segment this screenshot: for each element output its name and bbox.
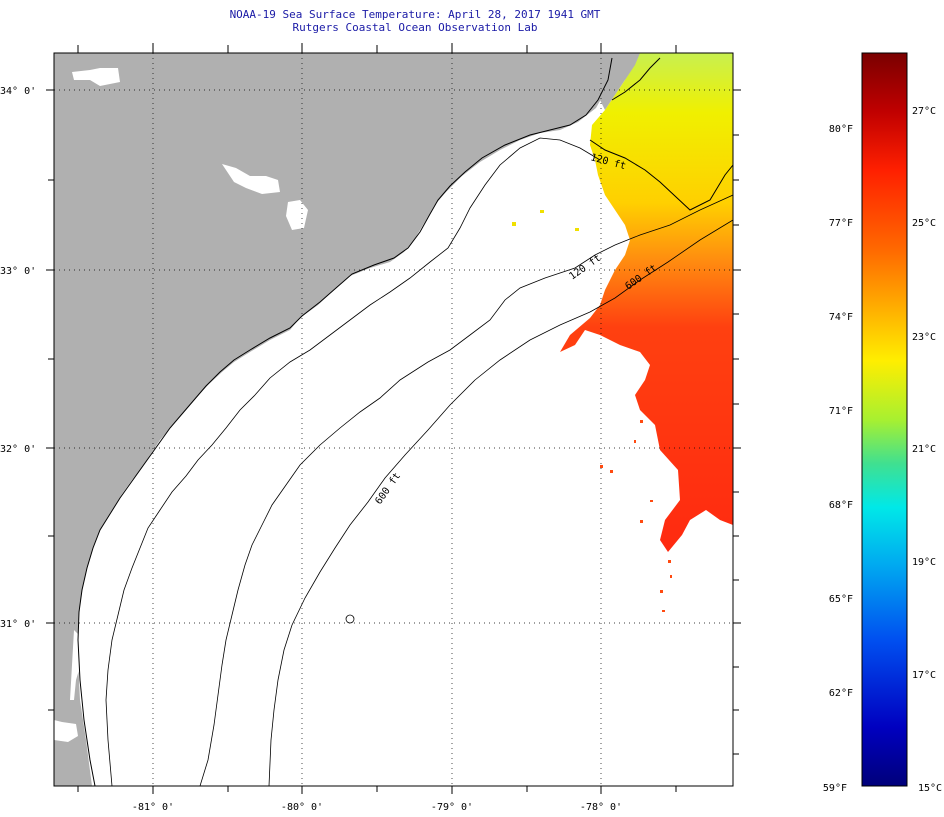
map-subtitle: Rutgers Coastal Ocean Observation Lab [292,21,538,34]
fahrenheit-label: 68°F [829,500,853,511]
isobath-120ft-inner [105,137,601,786]
no-data-patch [70,630,84,700]
celsius-label: 15°C [918,783,942,794]
land-mass [54,53,612,786]
celsius-label: 27°C [912,106,936,117]
lat-label: 33° 0' [0,266,36,277]
celsius-label: 25°C [912,218,936,229]
lat-label: 31° 0' [0,619,36,630]
map-title: NOAA-19 Sea Surface Temperature: April 2… [229,8,601,21]
lon-label: -79° 0' [431,802,473,813]
lat-label: 34° 0' [0,86,36,97]
graticule [54,53,733,786]
fahrenheit-label: 74°F [829,312,853,323]
celsius-label: 21°C [912,444,936,455]
lon-label: -81° 0' [132,802,174,813]
no-data-patch [286,200,308,230]
coastline-nc [589,139,733,211]
sst-scatter-pixels [600,420,672,612]
axis-ticks [46,43,741,794]
lon-label: -78° 0' [580,802,622,813]
fahrenheit-label: 65°F [829,594,853,605]
isobath-120ft-outer [199,194,733,786]
sst-scatter-yellow [512,210,579,231]
celsius-label: 17°C [912,670,936,681]
celsius-label: 23°C [912,332,936,343]
coastline [77,57,613,786]
no-data-patch [54,720,78,742]
map-frame [53,52,734,787]
lat-label: 32° 0' [0,444,36,455]
no-data-patch [72,68,120,86]
isobath-600ft [268,219,733,786]
colorbar [861,52,908,787]
no-data-patch [222,164,280,194]
fahrenheit-label: 77°F [829,218,853,229]
coastline-nc-inlet [611,57,661,101]
colorbar-fahrenheit-labels: 80°F 77°F 74°F 71°F 68°F 65°F 62°F 59°F [823,124,853,794]
celsius-label: 19°C [912,557,936,568]
lon-label: -80° 0' [281,802,323,813]
fahrenheit-label: 59°F [823,783,847,794]
fahrenheit-label: 80°F [829,124,853,135]
fahrenheit-label: 62°F [829,688,853,699]
title-block: NOAA-19 Sea Surface Temperature: April 2… [200,8,630,34]
sst-data-region [560,53,733,552]
colorbar-celsius-labels: 27°C 25°C 23°C 21°C 19°C 17°C 15°C [912,106,942,794]
fahrenheit-label: 71°F [829,406,853,417]
